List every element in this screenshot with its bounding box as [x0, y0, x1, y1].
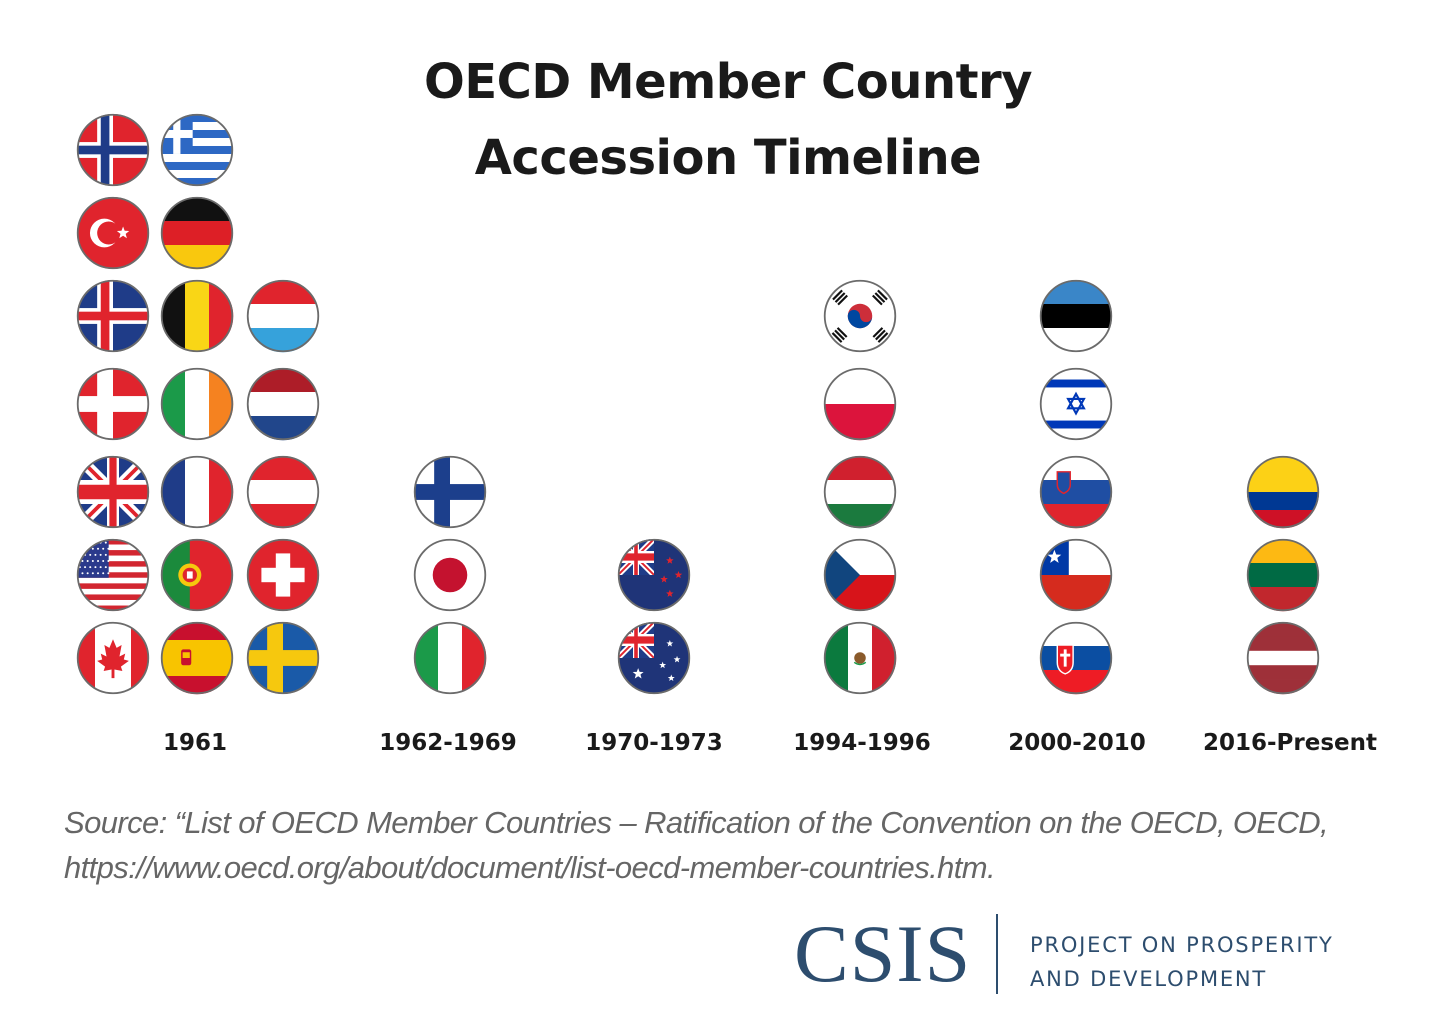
uk-flag-icon — [76, 455, 150, 529]
csis-logo-wordmark: CSIS — [794, 908, 972, 999]
latvia-flag-icon — [1246, 621, 1320, 695]
chart-title-line-2: Accession Timeline — [474, 130, 982, 186]
sweden-flag-icon — [246, 621, 320, 695]
poland-flag-icon — [823, 367, 897, 441]
logo-subtitle: PROJECT ON PROSPERITY AND DEVELOPMENT — [1030, 928, 1334, 996]
logo-subtitle-line-1: PROJECT ON PROSPERITY — [1030, 933, 1334, 957]
switzerland-flag-icon — [246, 538, 320, 612]
iceland-flag-icon — [76, 279, 150, 353]
source-line-2: https://www.oecd.org/about/document/list… — [64, 850, 996, 885]
chart-title: OECD Member Country Accession Timeline — [0, 44, 1456, 196]
slovakia-flag-icon — [1039, 621, 1113, 695]
logo-divider — [996, 914, 998, 994]
source-line-1: Source: “List of OECD Member Countries –… — [64, 805, 1329, 840]
italy-flag-icon — [413, 621, 487, 695]
israel-flag-icon — [1039, 367, 1113, 441]
estonia-flag-icon — [1039, 279, 1113, 353]
colombia-flag-icon — [1246, 455, 1320, 529]
chart-title-line-1: OECD Member Country — [424, 54, 1032, 110]
new-zealand-flag-icon — [617, 538, 691, 612]
canada-flag-icon — [76, 621, 150, 695]
austria-flag-icon — [246, 455, 320, 529]
mexico-flag-icon — [823, 621, 897, 695]
spain-flag-icon — [160, 621, 234, 695]
period-label-1994-1996: 1994-1996 — [793, 730, 931, 756]
period-label-1961: 1961 — [162, 730, 227, 756]
usa-flag-icon — [76, 538, 150, 612]
denmark-flag-icon — [76, 367, 150, 441]
slovenia-flag-icon — [1039, 455, 1113, 529]
period-label-1970-1973: 1970-1973 — [585, 730, 723, 756]
period-label-2000-2010: 2000-2010 — [1008, 730, 1146, 756]
germany-flag-icon — [160, 196, 234, 270]
france-flag-icon — [160, 455, 234, 529]
australia-flag-icon — [617, 621, 691, 695]
turkey-flag-icon — [76, 196, 150, 270]
period-label-2016-present: 2016-Present — [1202, 730, 1378, 756]
lithuania-flag-icon — [1246, 538, 1320, 612]
chile-flag-icon — [1039, 538, 1113, 612]
netherlands-flag-icon — [246, 367, 320, 441]
norway-flag-icon — [76, 113, 150, 187]
portugal-flag-icon — [160, 538, 234, 612]
belgium-flag-icon — [160, 279, 234, 353]
hungary-flag-icon — [823, 455, 897, 529]
south-korea-flag-icon — [823, 279, 897, 353]
japan-flag-icon — [413, 538, 487, 612]
source-note: Source: “List of OECD Member Countries –… — [64, 800, 1404, 890]
flag-grid — [76, 113, 1320, 695]
greece-flag-icon — [160, 113, 234, 187]
ireland-flag-icon — [160, 367, 234, 441]
luxembourg-flag-icon — [246, 279, 320, 353]
period-label-1962-1969: 1962-1969 — [379, 730, 517, 756]
finland-flag-icon — [413, 455, 487, 529]
czech-republic-flag-icon — [823, 538, 897, 612]
logo-subtitle-line-2: AND DEVELOPMENT — [1030, 967, 1268, 991]
